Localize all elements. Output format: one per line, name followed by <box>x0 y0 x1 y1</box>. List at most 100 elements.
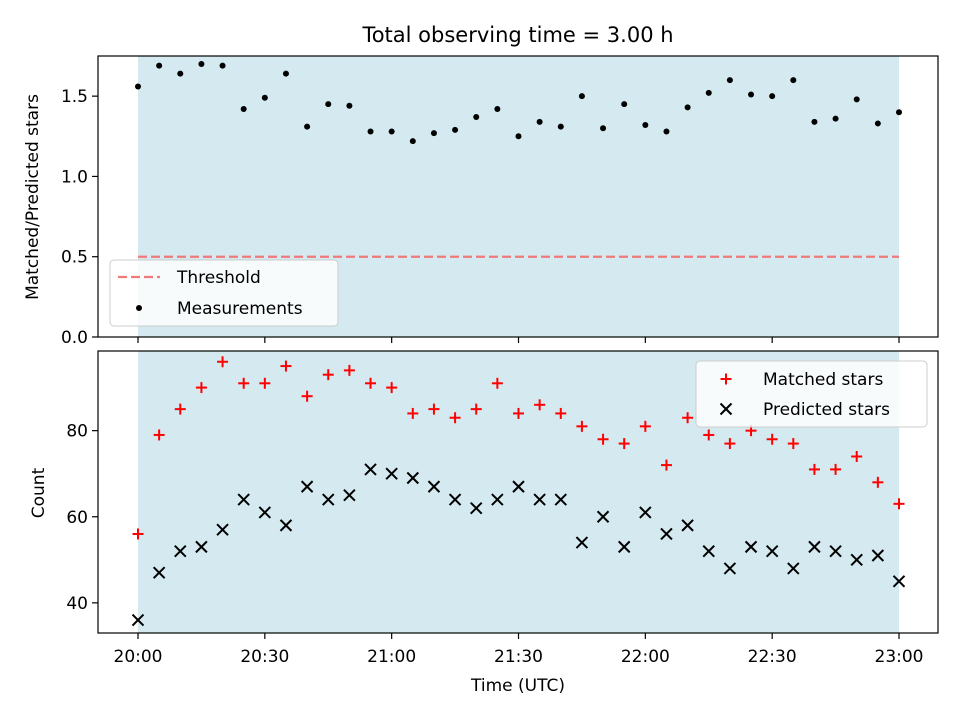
legend-predicted-swatch-b <box>719 402 733 416</box>
predicted-stars-point <box>258 506 272 519</box>
matched-stars-point <box>534 399 546 411</box>
x-stroke-b <box>787 562 800 575</box>
x-stroke-b <box>470 501 483 515</box>
predicted-stars-point <box>765 544 779 558</box>
x-stroke-b <box>512 480 525 493</box>
x-tick-label: 22:00 <box>621 647 670 667</box>
x-stroke-b <box>617 540 631 554</box>
x-stroke-b <box>174 544 187 558</box>
bottom-y-tick-label: 40 <box>66 594 88 614</box>
predicted-stars-point <box>744 540 758 554</box>
x-stroke-b <box>702 544 715 558</box>
predicted-stars-point <box>322 493 335 506</box>
predicted-stars-point <box>575 536 589 549</box>
bottom-y-axis-label: Count <box>29 467 49 518</box>
legend-predicted-label: Predicted stars <box>763 400 890 420</box>
predicted-stars-point <box>152 566 166 579</box>
matched-stars-point <box>280 360 292 372</box>
predicted-stars-point <box>195 540 208 554</box>
x-stroke-b <box>660 527 673 541</box>
matched-stars-point <box>872 476 884 488</box>
matched-stars-point <box>238 377 250 389</box>
matched-stars-point <box>365 377 377 389</box>
legend-matched-label: Matched stars <box>763 370 883 390</box>
matched-stars-point <box>639 420 651 432</box>
x-stroke-b <box>258 506 272 519</box>
matched-stars-point <box>259 377 271 389</box>
x-stroke-b <box>195 540 208 554</box>
matched-stars-point <box>766 433 778 445</box>
x-stroke-b <box>300 480 314 493</box>
matched-stars-point <box>851 450 863 462</box>
x-stroke-b <box>596 510 610 523</box>
predicted-stars-point <box>343 489 356 502</box>
top-axes-frame <box>97 55 939 338</box>
matched-stars-point <box>386 382 398 394</box>
measurement-point <box>515 133 522 140</box>
top-legend: Threshold Measurements <box>109 259 339 327</box>
x-stroke-b <box>364 463 377 476</box>
predicted-stars-point <box>470 501 483 515</box>
measurement-point <box>769 93 776 100</box>
x-stroke-b <box>216 523 229 536</box>
matched-stars-point <box>174 403 186 415</box>
matched-stars-point <box>660 459 672 471</box>
matched-stars-point <box>513 407 524 419</box>
predicted-stars-point <box>660 527 673 541</box>
legend-threshold-label: Threshold <box>176 268 261 288</box>
measurement-point <box>325 101 332 108</box>
predicted-stars-point <box>871 549 885 562</box>
matched-stars-point <box>343 364 355 376</box>
top-y-tick-label: 0.5 <box>61 248 88 268</box>
predicted-stars-point <box>174 544 187 558</box>
predicted-stars-point <box>385 467 398 480</box>
x-tick-label: 20:00 <box>114 647 163 667</box>
measurement-point <box>642 122 649 129</box>
predicted-stars-point <box>448 493 462 506</box>
matched-stars-point <box>491 377 503 389</box>
measurement-point <box>198 61 205 68</box>
matched-stars-point <box>787 438 799 450</box>
chart-title: Total observing time = 3.00 h <box>361 23 673 47</box>
legend-measurements-swatch <box>136 305 142 311</box>
x-stroke-b <box>681 519 694 532</box>
x-axis-label: Time (UTC) <box>470 676 565 696</box>
matched-stars-point <box>132 528 144 540</box>
predicted-stars-point <box>554 493 567 506</box>
bottom-y-tick-label: 60 <box>66 508 88 528</box>
measurement-point <box>177 70 184 77</box>
top-panel: 0.0 0.5 1.0 1.5 Threshold Measurements <box>61 55 939 348</box>
predicted-stars-point <box>850 553 863 567</box>
measurement-point <box>790 77 797 84</box>
measurement-point <box>726 77 733 84</box>
measurement-point <box>304 123 311 130</box>
matched-stars-point <box>808 463 820 475</box>
matched-stars-point <box>428 403 440 415</box>
x-stroke-b <box>744 540 758 554</box>
matched-stars-point <box>407 407 419 419</box>
legend-measurements-label: Measurements <box>177 299 303 319</box>
predicted-stars-point <box>279 519 293 532</box>
predicted-stars-point <box>723 562 737 575</box>
predicted-stars-point <box>512 480 525 493</box>
matched-stars-point <box>449 412 461 424</box>
matched-stars-point <box>470 403 482 415</box>
predicted-stars-point <box>596 510 610 523</box>
measurement-point <box>494 105 501 112</box>
matched-stars-point <box>322 369 334 381</box>
x-stroke-b <box>237 493 250 506</box>
measurement-point <box>853 96 860 103</box>
measurement-point <box>346 102 353 109</box>
measurement-point <box>874 120 881 127</box>
x-stroke-b <box>829 544 842 558</box>
x-tick-label: 21:30 <box>494 647 543 667</box>
measurement-point <box>578 93 585 100</box>
measurement-point <box>430 130 437 137</box>
x-stroke-b <box>491 493 504 506</box>
x-stroke-b <box>765 544 779 558</box>
x-stroke-b <box>808 540 821 554</box>
measurement-point <box>832 115 839 122</box>
x-stroke-b <box>448 493 462 506</box>
matched-stars-point <box>703 429 715 441</box>
x-tick-label: 21:00 <box>367 647 416 667</box>
